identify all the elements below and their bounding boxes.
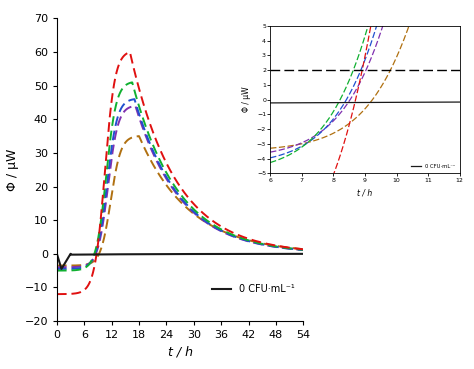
Legend: 0 CFU·mL⁻¹: 0 CFU·mL⁻¹ (208, 280, 299, 298)
Y-axis label: Φ / μW: Φ / μW (242, 87, 251, 113)
X-axis label: t / h: t / h (168, 346, 192, 359)
Legend: 0 CFU·mL⁻¹: 0 CFU·mL⁻¹ (409, 162, 457, 171)
X-axis label: t / h: t / h (357, 188, 373, 197)
Y-axis label: Φ / μW: Φ / μW (6, 149, 19, 191)
